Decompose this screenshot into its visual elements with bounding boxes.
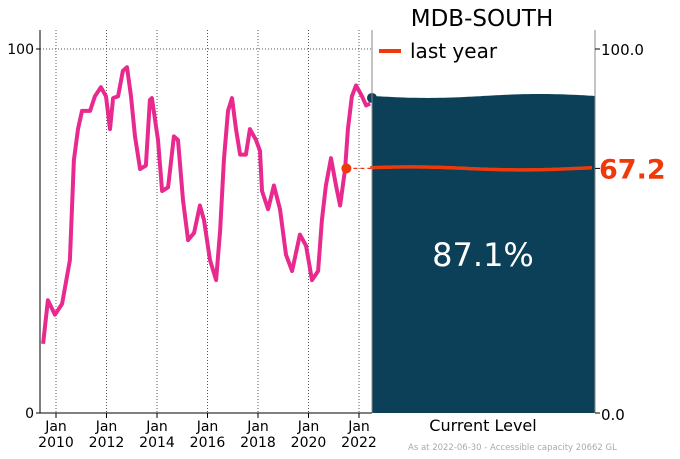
y-tick-label-0: 0 (25, 406, 34, 422)
current-level-fill (372, 94, 595, 413)
last-year-line (370, 165, 593, 172)
x-tick-label-year: 2012 (89, 435, 125, 451)
legend-last-year-label: last year (410, 39, 498, 63)
right-tick-label-0: 0.0 (601, 406, 625, 424)
x-tick-label-year: 2020 (291, 435, 327, 451)
x-tick-label-year: 2014 (139, 435, 175, 451)
last-year-marker (341, 163, 352, 174)
x-tick-label-year: 2016 (190, 435, 226, 451)
x-tick-label-month: Jan (297, 419, 320, 435)
x-tick-label-year: 2010 (38, 435, 74, 451)
y-tick-label-100: 100 (7, 42, 34, 58)
x-tick-label-month: Jan (44, 419, 67, 435)
chart-title: MDB-SOUTH (411, 6, 554, 32)
x-tick-label-month: Jan (95, 419, 118, 435)
current-level-percent: 87.1% (432, 236, 534, 274)
x-tick-label-month: Jan (347, 419, 370, 435)
x-tick-label-month: Jan (145, 419, 168, 435)
x-tick-label-year: 2022 (341, 435, 377, 451)
x-tick-label-month: Jan (246, 419, 269, 435)
last-year-value-label: 67.2 (599, 154, 666, 185)
right-tick-label-100: 100.0 (601, 41, 644, 59)
x-tick-label-month: Jan (196, 419, 219, 435)
footnote: As at 2022-06-30 - Accessible capacity 2… (408, 443, 617, 453)
x-tick-label-year: 2018 (240, 435, 276, 451)
current-level-caption: Current Level (429, 416, 536, 435)
storage-series-line (41, 65, 371, 345)
